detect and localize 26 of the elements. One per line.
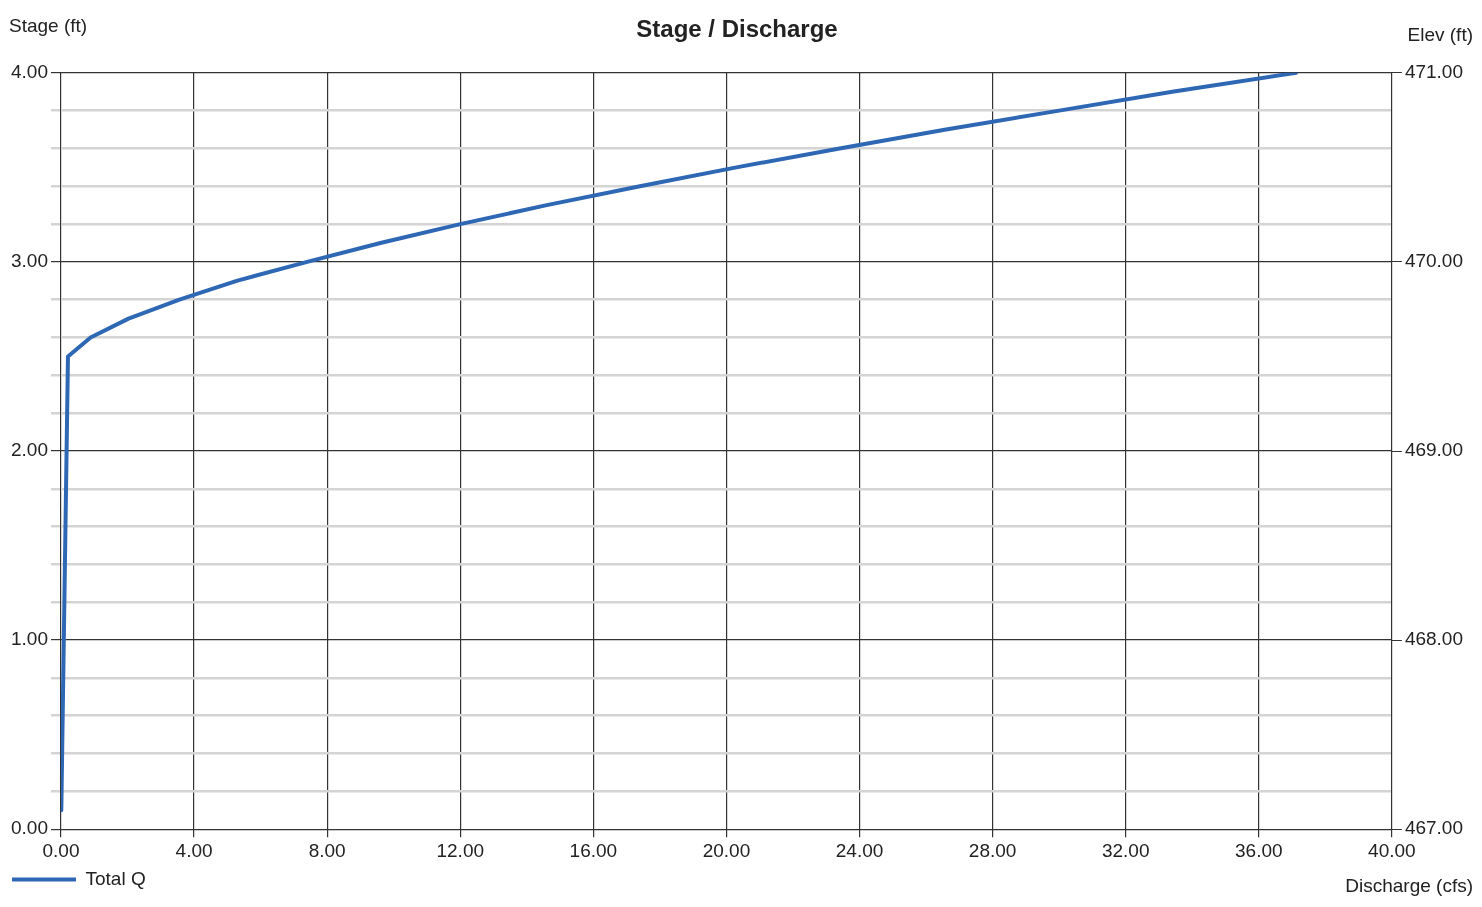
y-tick-label: 3.00 — [11, 250, 48, 272]
x-tick-label: 8.00 — [308, 839, 346, 861]
x-tick-label: 0.00 — [42, 839, 80, 861]
x-tick-label: 24.00 — [835, 839, 884, 861]
x-tick-label: 12.00 — [436, 839, 485, 861]
y-axis-title: Stage (ft) — [9, 14, 88, 36]
legend-label: Total Q — [85, 867, 146, 889]
x-tick-label: 28.00 — [968, 839, 1017, 861]
y2-axis-title: Elev (ft) — [1407, 23, 1473, 45]
chart-title: Stage / Discharge — [636, 15, 838, 43]
y-tick-label: 2.00 — [11, 439, 48, 461]
x-tick-label: 20.00 — [702, 839, 751, 861]
x-axis-title: Discharge (cfs) — [1345, 874, 1473, 896]
y-tick-label: 4.00 — [11, 61, 48, 83]
x-tick-label: 36.00 — [1235, 839, 1283, 861]
x-tick-label: 40.00 — [1368, 839, 1416, 861]
y2-tick-label: 471.00 — [1404, 61, 1464, 83]
x-tick-label: 4.00 — [175, 839, 213, 861]
y-tick-label: 1.00 — [11, 628, 48, 650]
y-tick-label: 0.00 — [11, 817, 48, 839]
x-tick-label: 32.00 — [1101, 839, 1150, 861]
y2-tick-label: 467.00 — [1404, 817, 1464, 839]
y2-tick-label: 470.00 — [1404, 250, 1464, 272]
y2-tick-label: 469.00 — [1404, 439, 1464, 461]
y2-tick-label: 468.00 — [1404, 628, 1464, 650]
x-tick-label: 16.00 — [569, 839, 618, 861]
